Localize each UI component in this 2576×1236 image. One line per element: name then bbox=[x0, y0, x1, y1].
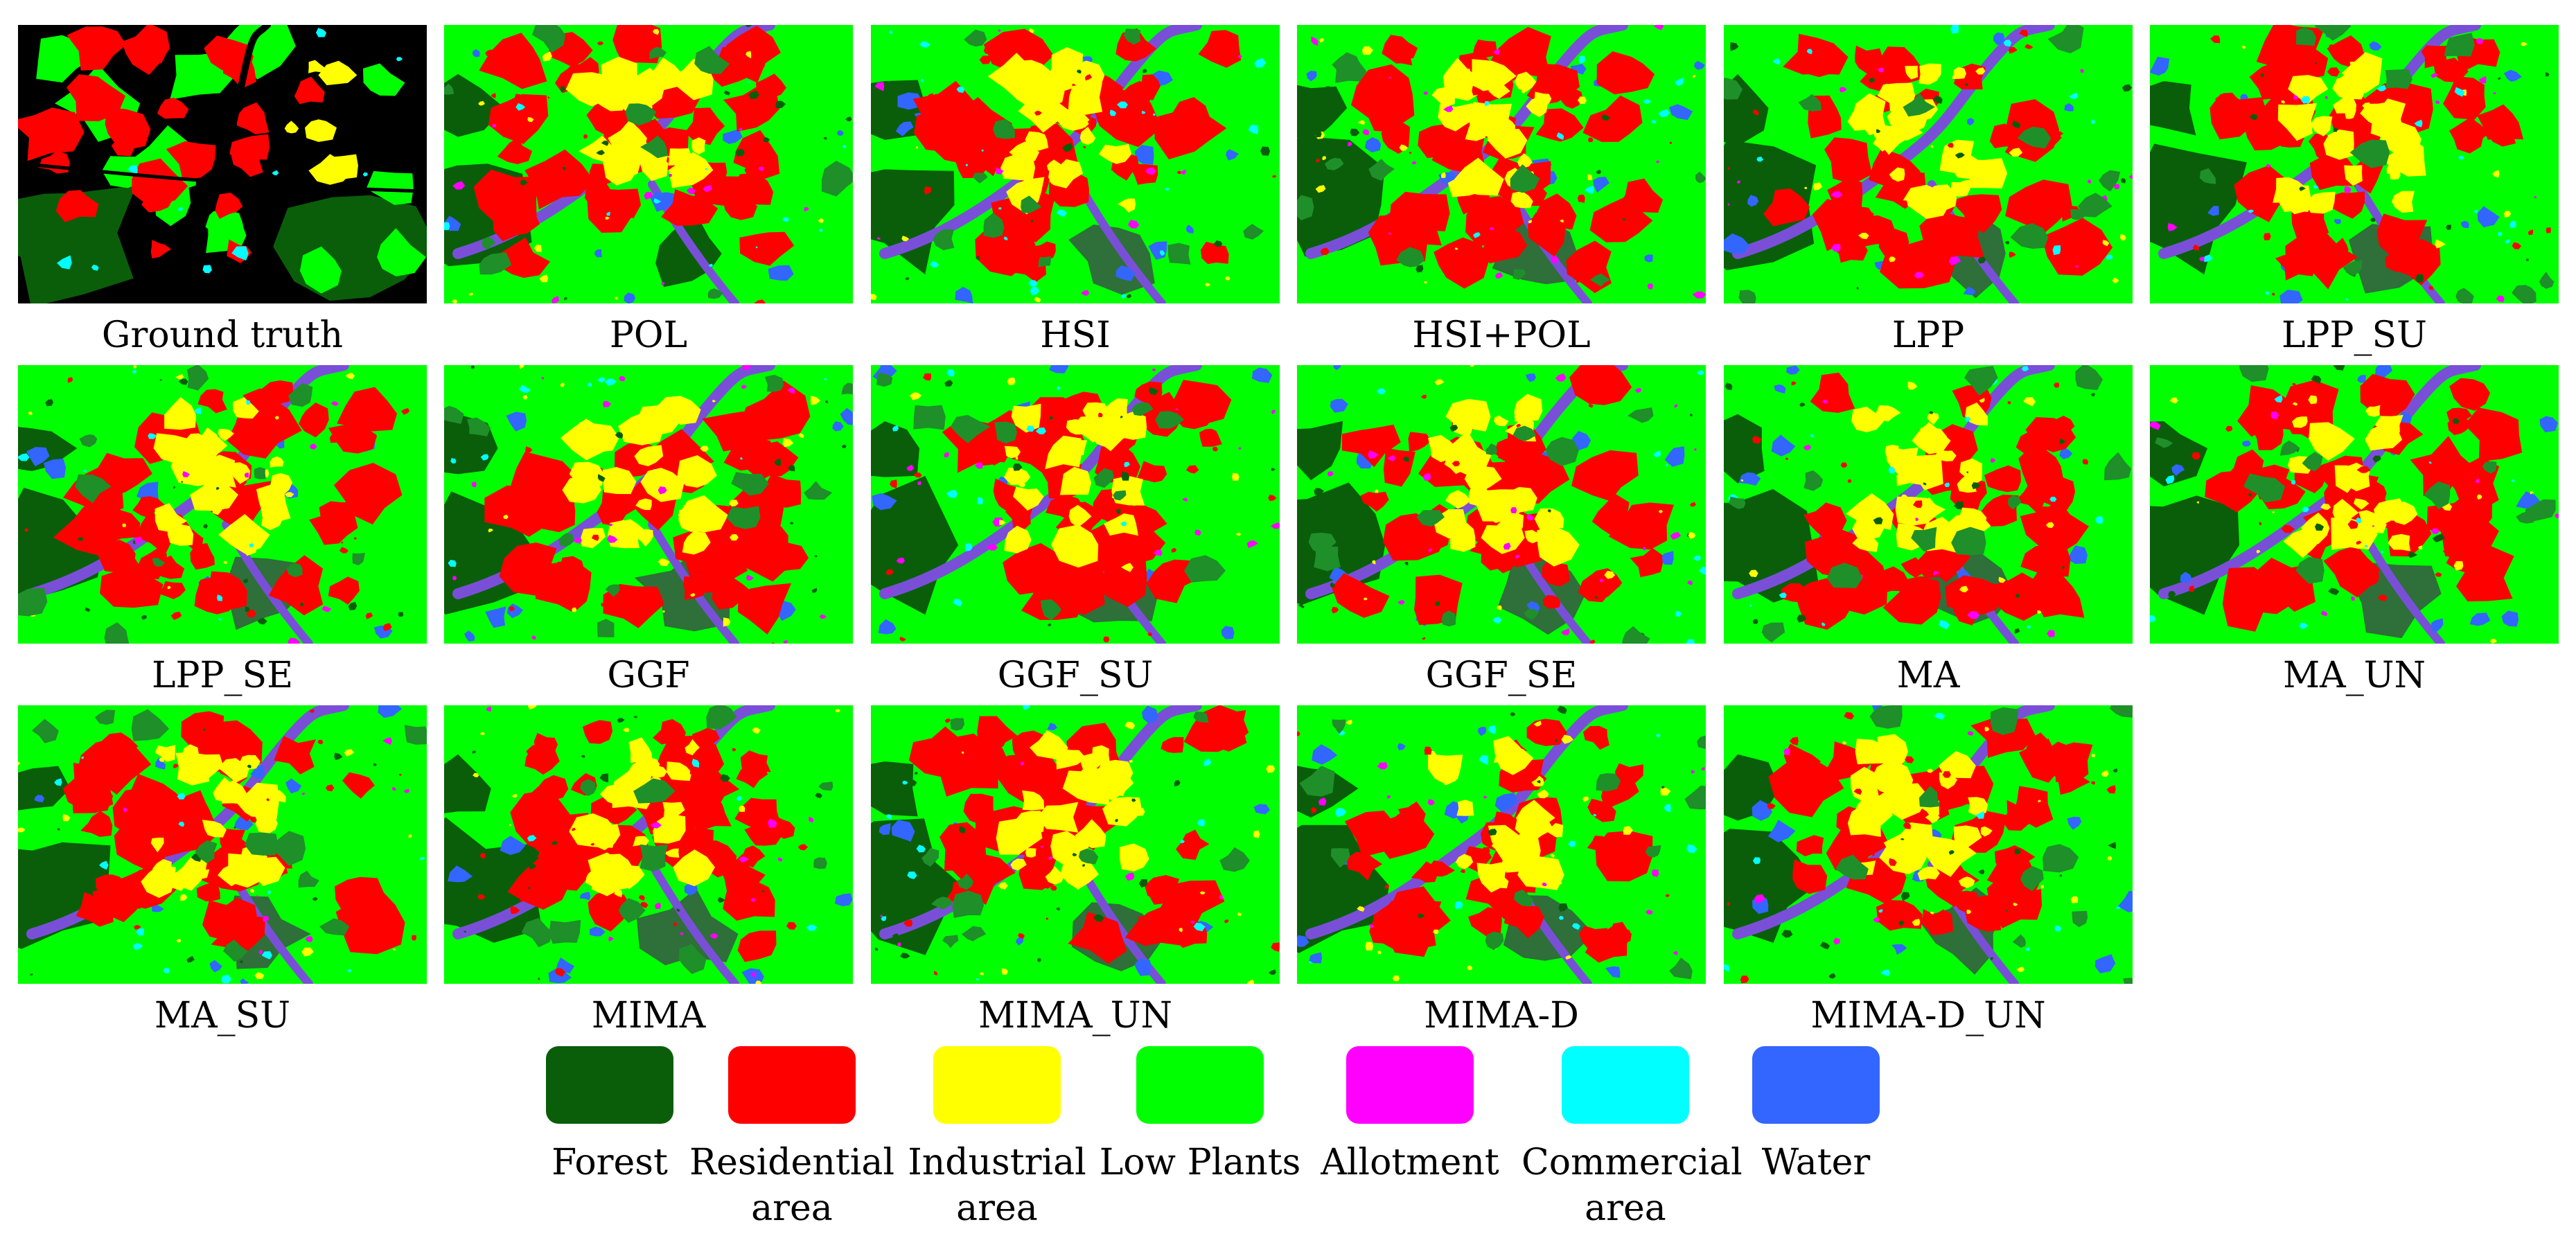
legend-label: Low Plants bbox=[1099, 1142, 1301, 1183]
legend-label: Industrial area bbox=[908, 1142, 1086, 1229]
legend-label: Water bbox=[1761, 1142, 1871, 1183]
panel-caption: MIMA-D bbox=[1424, 995, 1579, 1036]
legend-swatch bbox=[1752, 1046, 1880, 1124]
panel-caption: MIMA_UN bbox=[978, 995, 1172, 1036]
panel-caption: MA_SU bbox=[154, 995, 291, 1036]
legend-label: Allotment bbox=[1321, 1142, 1499, 1183]
panel-mima-un: MIMA_UN bbox=[871, 705, 1280, 1035]
classification-map bbox=[444, 705, 853, 984]
classification-map bbox=[2150, 25, 2559, 303]
panel-caption: GGF_SE bbox=[1425, 655, 1578, 696]
legend-swatch bbox=[933, 1046, 1061, 1124]
classification-map bbox=[871, 25, 1280, 303]
classification-map bbox=[1724, 25, 2133, 303]
classification-map bbox=[1297, 25, 1706, 303]
panel-ma: MA bbox=[1724, 365, 2133, 695]
panel-mima-d-un: MIMA-D_UN bbox=[1724, 705, 2133, 1035]
panel-caption: MA_UN bbox=[2282, 655, 2426, 696]
legend-label: Commercial area bbox=[1521, 1142, 1743, 1229]
classification-map bbox=[1724, 365, 2133, 644]
panel-caption: MA bbox=[1896, 655, 1960, 696]
panel-caption: Ground truth bbox=[101, 315, 344, 356]
panel-caption: HSI bbox=[1040, 315, 1111, 356]
legend-swatch bbox=[728, 1046, 856, 1124]
panel-ggf-su: GGF_SU bbox=[871, 365, 1280, 695]
legend-swatch bbox=[1562, 1046, 1689, 1124]
classification-map bbox=[444, 25, 853, 303]
panel-caption: LPP_SU bbox=[2282, 315, 2427, 356]
panel-caption: LPP_SE bbox=[151, 655, 294, 696]
legend-swatch bbox=[1136, 1046, 1264, 1124]
panel-caption: MIMA bbox=[591, 995, 706, 1036]
panel-ma-su: MA_SU bbox=[18, 705, 427, 1035]
classification-map bbox=[18, 705, 427, 984]
classification-map bbox=[2150, 365, 2559, 644]
classification-map-grid: Ground truth POL HSI HSI+POL LPP LPP_SU LPP_SE… bbox=[18, 25, 2559, 1035]
panel-hsi: HSI bbox=[871, 25, 1280, 355]
classification-map bbox=[871, 365, 1280, 644]
panel-ground-truth: Ground truth bbox=[18, 25, 427, 355]
panel-lpp: LPP bbox=[1724, 25, 2133, 355]
panel-caption: LPP bbox=[1891, 315, 1965, 356]
ground-truth-map bbox=[18, 25, 427, 303]
legend-label: Forest bbox=[552, 1142, 668, 1183]
panel-caption: HSI+POL bbox=[1412, 315, 1591, 356]
classification-map bbox=[1297, 705, 1706, 984]
panel-mima-d: MIMA-D bbox=[1297, 705, 1706, 1035]
class-legend: Forest Residential area Industrial area Low… bbox=[0, 1046, 2576, 1236]
panel-caption: POL bbox=[609, 315, 688, 356]
panel-mima: MIMA bbox=[444, 705, 853, 1035]
classification-map bbox=[444, 365, 853, 644]
classification-map bbox=[871, 705, 1280, 984]
legend-swatch bbox=[546, 1046, 673, 1124]
panel-pol: POL bbox=[444, 25, 853, 355]
panel-ma-un: MA_UN bbox=[2150, 365, 2559, 695]
legend-label: Residential area bbox=[689, 1142, 894, 1229]
classification-map bbox=[1724, 705, 2133, 984]
panel-caption: MIMA-D_UN bbox=[1810, 995, 2046, 1036]
legend-swatch bbox=[1346, 1046, 1474, 1124]
panel-caption: GGF_SU bbox=[997, 655, 1154, 696]
panel-hsi-pol: HSI+POL bbox=[1297, 25, 1706, 355]
classification-map bbox=[1297, 365, 1706, 644]
panel-ggf-se: GGF_SE bbox=[1297, 365, 1706, 695]
panel-lpp-se: LPP_SE bbox=[18, 365, 427, 695]
panel-lpp-su: LPP_SU bbox=[2150, 25, 2559, 355]
panel-ggf: GGF bbox=[444, 365, 853, 695]
classification-map bbox=[18, 365, 427, 644]
panel-caption: GGF bbox=[607, 655, 690, 696]
